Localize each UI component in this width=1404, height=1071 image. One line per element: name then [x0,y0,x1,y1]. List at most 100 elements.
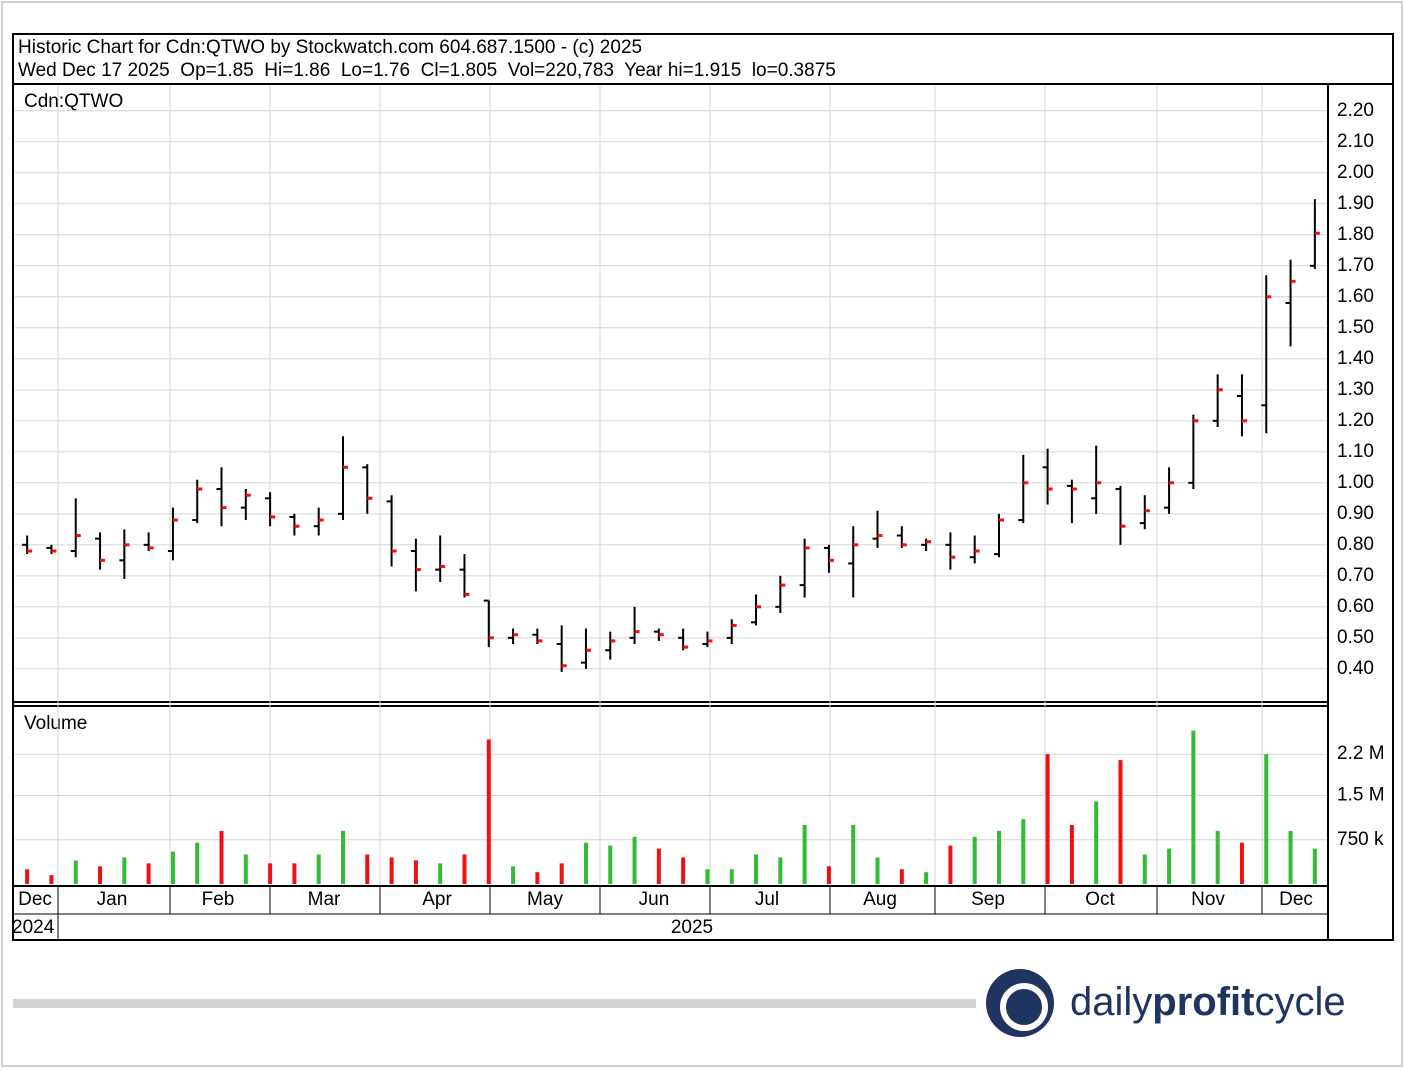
volume-bar [997,830,1001,884]
volume-bar [559,863,564,884]
volume-bar [389,857,394,884]
ohlc-bar [1212,374,1223,428]
ohlc-bar [1188,414,1199,490]
y-tick-label: 1.20 [1337,410,1374,431]
volume-bar [754,854,759,884]
volume-bar [924,872,929,884]
volume-bar [486,739,491,884]
x-tick-label: Dec [1279,889,1313,910]
ohlc-bar [726,619,737,645]
volume-bar [316,854,321,884]
ohlc-bar [410,538,421,592]
volume-bar [1288,830,1293,884]
volume-bar [1021,819,1026,884]
ohlc-bar [702,631,713,648]
ohlc-bar [848,526,859,598]
volume-bar [875,857,880,884]
x-tick-label: Jul [755,889,779,910]
x-tick-label: Jun [639,889,670,910]
ohlc-bar [313,507,324,536]
volume-bar [243,854,248,884]
x-tick-label: Dec [18,889,52,910]
volume-bar [632,836,637,884]
y-tick-label: 0.80 [1337,534,1374,555]
volume-bar [365,854,370,884]
x-tick-label: May [527,889,563,910]
volume-bar [1069,825,1074,884]
x-tick-label: Oct [1085,889,1115,910]
volume-bar [535,872,540,884]
ohlc-bar [95,532,106,570]
y-tick-label: 1.00 [1337,472,1374,493]
ohlc-bar [1091,445,1102,514]
y-tick-label: 1.10 [1337,441,1374,462]
y2-tick-label: 750 k [1337,829,1384,850]
y-tick-label: 1.40 [1337,348,1374,369]
ohlc-bar [338,436,348,521]
ohlc-bar [265,492,276,527]
ohlc-bar [580,628,591,669]
volume-bar [1239,842,1244,884]
volume-bar [972,836,977,884]
y-tick-label: 1.80 [1337,224,1374,245]
chart-frame [12,33,1394,941]
volume-bar [438,863,443,884]
panel-label: Cdn:QTWO [24,91,123,112]
ohlc-bar [22,535,33,555]
y-tick-label: 0.60 [1337,596,1374,617]
plot: Dec Jan Feb Mar Apr May Jun Jul Aug Sep Oct Nov Dec 0… [15,86,1385,914]
ohlc-bar [1285,259,1296,347]
logo-part: daily [1070,980,1152,1024]
x-tick-label: Feb [202,889,235,910]
ohlc-bar [143,532,154,552]
volume-bar [341,830,345,884]
ohlc-bar [1261,275,1272,434]
y-tick-label: 0.70 [1337,565,1374,586]
volume-bar [146,863,151,884]
y2-tick-label: 1.5 M [1337,785,1385,806]
y-tick-label: 0.50 [1337,627,1374,648]
ohlc-bar [969,535,980,564]
ohlc-bar [70,498,81,558]
ohlc-bar [872,510,883,548]
ohlc-bar [46,544,57,555]
ohlc-bar [1309,199,1320,269]
ohlc-bar [1139,495,1150,530]
volume-bar [170,851,175,884]
x-tick-label: Apr [422,889,452,910]
ohlc-bar [532,628,543,645]
y2-tick-label: 2.2 M [1337,743,1385,764]
volume-bar [122,857,127,884]
volume-bar [608,845,613,884]
panel-label: Volume [24,713,87,734]
logo-part: cycle [1254,980,1345,1024]
volume-bar [49,875,54,884]
y-tick-label: 1.70 [1337,255,1374,276]
ohlc-bar [435,535,446,583]
chart-title: Historic Chart for Cdn:QTWO by Stockwatc… [18,37,642,58]
ohlc-bar [775,575,786,614]
ohlc-bar [678,628,689,651]
volume-bar [899,869,904,884]
y-tick-label: 1.90 [1337,193,1374,214]
ohlc-bar [629,606,640,645]
logo-bar [13,999,976,1008]
volume-bar [73,860,78,884]
volume-bar [268,863,273,884]
volume-bar [583,842,588,884]
ohlc-bar [508,628,519,645]
y-tick-label: 2.10 [1337,131,1374,152]
volume-bar [292,863,297,884]
x-tick-label: Mar [308,889,341,910]
volume-bar [1215,830,1220,884]
ohlc-bar [799,538,810,598]
ohlc-bar [1115,485,1126,545]
x-tick-label: Nov [1191,889,1225,910]
volume-bar [195,842,200,884]
ohlc-bar [896,526,907,548]
volume-bar [1167,848,1172,884]
ohlc-bar [1066,479,1077,524]
ohlc-bar [1018,454,1029,524]
volume-bar [705,869,710,884]
